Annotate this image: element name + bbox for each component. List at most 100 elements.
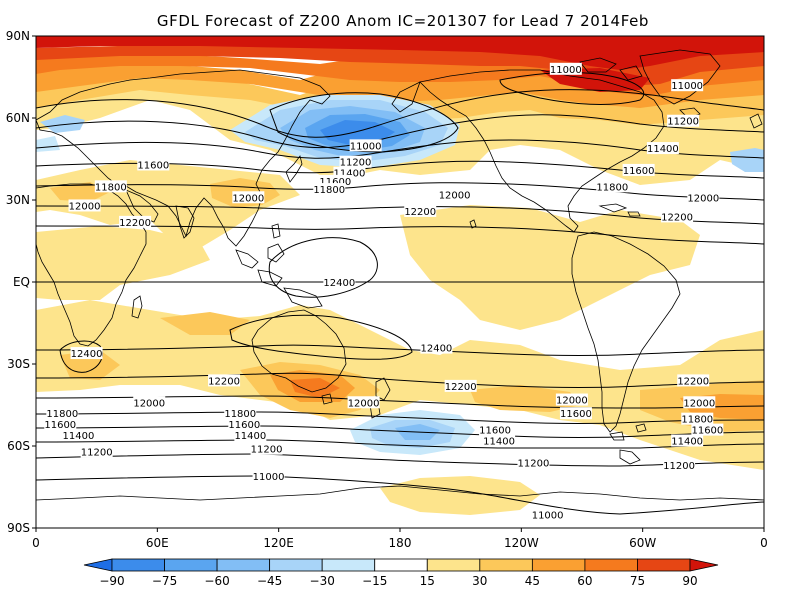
lat-tick-label: 90S [7, 521, 30, 535]
contour-label-background [62, 429, 95, 442]
contour-label-text: 12000 [556, 396, 588, 407]
contour-label: 12200 [444, 379, 477, 393]
contour-label: 11400 [671, 434, 704, 448]
contour-label-background [677, 374, 710, 387]
contour-label-background [250, 442, 283, 455]
contour-label-text: 12000 [348, 398, 380, 409]
contour-label-background [94, 180, 127, 193]
lat-tick-label: 30N [6, 193, 30, 207]
contour-label-text: 12200 [661, 212, 693, 223]
contour-label: 11200 [667, 114, 700, 128]
contour-label-background [691, 423, 724, 436]
colorbar-label: −60 [204, 574, 229, 588]
contour-label-background [517, 456, 550, 469]
contour-label: 12000 [687, 191, 720, 204]
contour-label-text: 11600 [319, 177, 351, 188]
contour-label: 12000 [133, 396, 166, 409]
contour-label-text: 11600 [228, 420, 260, 431]
contour-label-background [596, 180, 629, 193]
contour-label-background [479, 423, 512, 436]
colorbar-label: −15 [362, 574, 387, 588]
colorbar-swatch [111, 558, 165, 572]
contour-label-background [68, 199, 101, 212]
contour-label-text: 12400 [420, 344, 452, 355]
contour-label: 11000 [671, 79, 704, 92]
contour-label-text: 11800 [46, 409, 78, 420]
contour-label-background [671, 434, 704, 447]
contour-label: 11400 [234, 429, 267, 442]
contour-label-text: 11000 [550, 65, 582, 76]
contour-label-background [228, 418, 261, 431]
contour-label: 11200 [663, 459, 696, 472]
contour-label: 11600 [228, 418, 261, 431]
contour-label-text: 11000 [350, 141, 382, 152]
contour-label-background [531, 508, 564, 521]
contour-label: 12200 [119, 215, 152, 229]
contour-label: 11200 [339, 155, 372, 169]
colorbar-swatch [269, 558, 323, 572]
latitude-axis: 90N 60N 30N EQ 30S 60S 90S [6, 29, 36, 535]
contour-label-background [671, 79, 704, 92]
contour-label: 11600 [559, 407, 592, 420]
contour-label-text: 12200 [677, 376, 709, 387]
lat-tick-label: 60N [6, 111, 30, 125]
contour-label: 11000 [531, 508, 564, 521]
contour-label: 12000 [438, 188, 471, 202]
contour-label: 12200 [404, 204, 437, 218]
contour-label-background [323, 276, 356, 288]
contour-label: 11000 [349, 139, 382, 152]
contour-label-text: 12400 [323, 278, 355, 289]
lon-tick-label: 60W [629, 536, 656, 550]
contour-label-background [661, 210, 694, 223]
contour-label-background [646, 142, 679, 155]
contour-label: 12400 [70, 347, 103, 360]
contour-label-text: 11400 [483, 437, 515, 448]
contour-label-background [663, 459, 696, 472]
contour-label-background [44, 418, 77, 431]
contour-label-background [559, 407, 592, 420]
contour-label-background [46, 407, 79, 420]
contour-label-text: 11400 [671, 437, 703, 448]
contour-label: 12200 [677, 374, 710, 387]
contour-label-background [208, 374, 241, 387]
contour-label-background [622, 163, 655, 176]
contour-label-background [234, 429, 267, 442]
contour-label-text: 11000 [671, 81, 703, 92]
contour-label: 11400 [62, 429, 95, 442]
contour-label-text: 11200 [663, 461, 695, 472]
colorbar-swatch [584, 558, 638, 572]
contour-label-background [687, 191, 720, 204]
contour-label: 11200 [517, 456, 550, 469]
contour-label-text: 12200 [208, 376, 240, 387]
contour-label-text: 12200 [445, 382, 477, 393]
contour-label-background [252, 470, 285, 483]
contour-labels: 1100011000112001140011600118001200012200… [44, 62, 724, 521]
contour-label-text: 12000 [687, 193, 719, 204]
contour-label-text: 11600 [137, 160, 169, 171]
contour-label-background [347, 396, 380, 409]
contour-label: 11200 [80, 445, 113, 458]
contour-label: 11600 [44, 418, 77, 431]
contour-label: 11800 [224, 407, 257, 420]
contour-label-text: 11600 [44, 420, 76, 431]
contour-label-text: 11600 [560, 409, 592, 420]
lat-tick-label: 30S [7, 357, 30, 371]
contour-label: 11600 [691, 423, 724, 437]
colorbar-swatch [164, 558, 218, 572]
contour-label: 11200 [250, 442, 283, 456]
colorbar-label: 90 [682, 574, 697, 588]
contour-label-background [420, 341, 453, 354]
colorbar-label: 45 [525, 574, 540, 588]
contour-label-background [119, 215, 152, 228]
contour-label: 11800 [94, 180, 127, 193]
contour-label-background [549, 62, 582, 75]
colorbar-swatch [374, 558, 428, 572]
contour-label-text: 11800 [313, 185, 345, 196]
contour-label-text: 11200 [667, 117, 699, 128]
contour-label-background [444, 379, 477, 392]
colorbar: −90 −75 −60 −45 −30 −15 15 30 45 60 75 90 [83, 558, 719, 588]
height-contours [36, 72, 764, 515]
lat-tick-label: 60S [7, 439, 30, 453]
contour-label: 12000 [347, 396, 380, 409]
colorbar-swatch [321, 558, 376, 572]
